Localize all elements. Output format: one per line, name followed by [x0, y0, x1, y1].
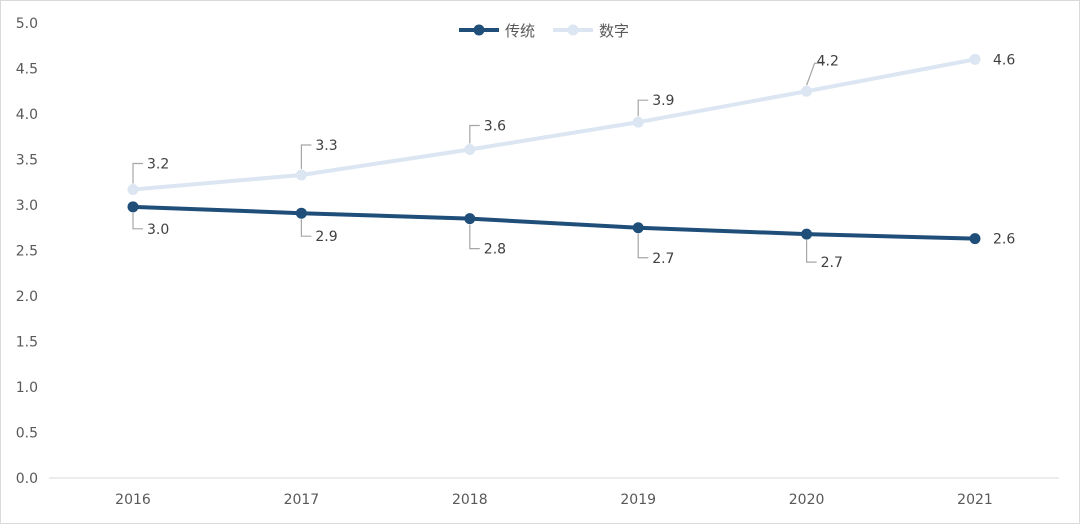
data-label: 4.6	[993, 52, 1015, 68]
y-tick-label: 2.5	[16, 244, 38, 260]
data-point	[801, 228, 813, 240]
data-point	[464, 213, 476, 225]
series-layer	[127, 53, 981, 245]
data-label: 2.7	[821, 255, 843, 271]
y-tick-label: 0.5	[16, 426, 38, 442]
data-point	[295, 207, 307, 219]
data-point	[632, 222, 644, 234]
y-tick-label: 1.5	[16, 335, 38, 351]
data-label: 4.2	[817, 53, 839, 69]
leader-line	[300, 144, 312, 169]
series-line-0	[131, 204, 977, 241]
leader-line	[132, 212, 143, 230]
leader-line	[637, 233, 649, 259]
legend-swatch-marker	[473, 24, 485, 36]
y-tick-label: 3.0	[16, 198, 38, 214]
legend-swatch-marker	[567, 24, 579, 36]
data-label: 3.6	[484, 118, 506, 134]
data-label: 2.7	[652, 251, 674, 267]
data-label: 2.6	[993, 232, 1015, 248]
x-tick-label: 2020	[789, 492, 825, 508]
y-tick-label: 4.5	[16, 62, 38, 78]
series-line-1	[131, 57, 977, 192]
data-point	[969, 233, 981, 245]
axes: 0.0 0.5 1.0 1.5 2.0 2.5 3.0 3.5 4.0 4.5 5.0 2016 201…	[16, 16, 1059, 508]
data-point	[632, 116, 644, 128]
leader-line	[300, 219, 312, 237]
y-tick-label: 4.0	[16, 107, 38, 123]
data-label: 3.9	[652, 93, 674, 109]
y-tick-label: 2.0	[16, 289, 38, 305]
x-tick-label: 2019	[620, 492, 656, 508]
leader-line	[806, 62, 825, 86]
x-tick-label: 2017	[284, 492, 320, 508]
x-tick-label: 2021	[957, 492, 993, 508]
legend: 传统 数字	[459, 22, 629, 40]
leader-line	[469, 224, 480, 250]
y-tick-label: 0.0	[16, 471, 38, 487]
data-point	[801, 85, 813, 97]
leader-line	[805, 240, 817, 263]
legend-label: 传统	[505, 22, 535, 40]
leader-lines	[132, 62, 825, 263]
data-label: 2.8	[484, 242, 506, 258]
leader-line	[637, 99, 649, 117]
y-tick-label: 1.0	[16, 380, 38, 396]
leader-line	[469, 124, 480, 144]
y-tick-label: 3.5	[16, 153, 38, 169]
data-label: 3.0	[147, 222, 169, 238]
data-point	[127, 184, 139, 196]
leader-line	[132, 162, 143, 184]
data-point	[295, 169, 307, 181]
data-point	[127, 201, 139, 213]
y-tick-label: 5.0	[16, 16, 38, 32]
x-tick-label: 2016	[115, 492, 151, 508]
legend-label: 数字	[599, 22, 629, 40]
x-tick-label: 2018	[452, 492, 488, 508]
data-label: 3.3	[315, 138, 337, 154]
data-point	[969, 53, 981, 65]
data-label: 2.9	[315, 229, 337, 245]
data-label: 3.2	[147, 157, 169, 173]
data-labels: 3.0 2.9 2.8 2.7 2.7 2.6 3.2 3.3 3.6 3.9 4.2 4.6	[147, 52, 1015, 271]
data-point	[464, 143, 476, 155]
